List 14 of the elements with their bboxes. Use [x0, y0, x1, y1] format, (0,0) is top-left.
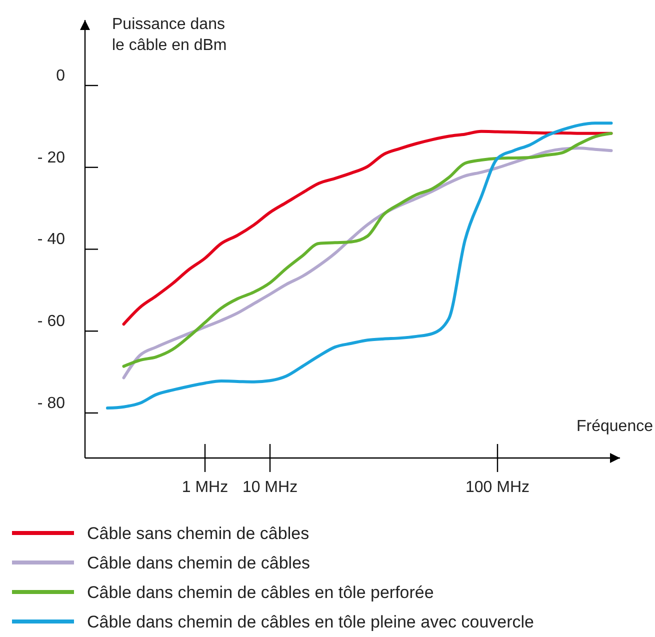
y-tick-label: - 80	[37, 394, 66, 412]
x-tick-label: 10 MHz	[242, 479, 298, 496]
y-tick-label: - 40	[37, 231, 66, 248]
legend-label: Câble dans chemin de câbles	[87, 554, 310, 572]
y-tick-label: 0	[56, 67, 66, 84]
legend-label: Câble dans chemin de câbles en tôle pleine avec couvercle	[87, 612, 534, 632]
legend-label: Câble sans chemin de câbles	[87, 524, 310, 543]
x-tick-label: 100 MHz	[465, 479, 530, 496]
y-tick-label: - 20	[37, 149, 66, 166]
x-axis-title: Fréquence	[576, 418, 654, 435]
y-axis-title: Puissance dans le câble en dBm	[112, 16, 227, 54]
legend-label: Câble dans chemin de câbles en tôle perforée	[87, 583, 434, 602]
y-tick-label: - 60	[37, 313, 66, 330]
x-tick-label: 1 MHz	[182, 479, 228, 496]
